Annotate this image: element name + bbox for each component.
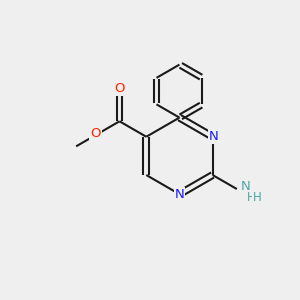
Text: N: N — [175, 188, 184, 201]
Text: O: O — [114, 82, 125, 95]
Text: N: N — [209, 130, 219, 143]
Text: N: N — [240, 180, 250, 193]
Text: H: H — [253, 191, 262, 204]
Text: O: O — [90, 127, 101, 140]
Text: H: H — [247, 191, 256, 204]
